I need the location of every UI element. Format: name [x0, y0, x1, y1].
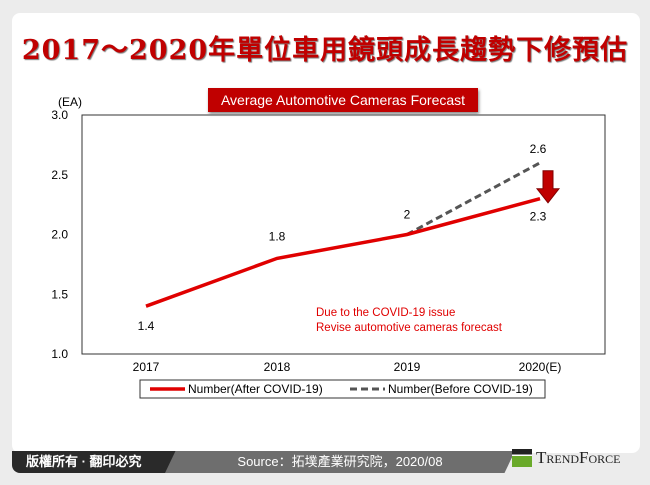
y-tick-label: 1.5 — [51, 287, 68, 301]
page-title: 2017～2020年單位車用鏡頭成長趨勢下修預估 — [21, 35, 629, 66]
annotation-text: Revise automotive cameras forecast — [316, 322, 503, 334]
down-arrow-icon — [535, 170, 561, 204]
legend-label: Number(Before COVID-19) — [388, 382, 533, 396]
x-tick-label: 2020(E) — [519, 360, 562, 374]
plot-area — [81, 114, 606, 355]
data-label: 1.8 — [269, 229, 286, 243]
trendforce-logo-icon — [512, 449, 532, 467]
annotation-text: Due to the COVID-19 issue — [316, 307, 455, 319]
logo-text: TrendForce — [536, 448, 621, 467]
y-axis-label: (EA) — [58, 95, 82, 109]
x-tick-label: 2017 — [133, 360, 160, 374]
data-label: 2.3 — [530, 210, 547, 224]
data-label: 1.4 — [138, 319, 155, 333]
legend-box — [139, 379, 546, 399]
copyright-label: 版權所有 · 翻印必究 — [12, 451, 196, 473]
series-after-covid-line — [145, 196, 541, 308]
x-tick-label: 2019 — [394, 360, 421, 374]
y-tick-label: 2.0 — [51, 228, 68, 242]
x-tick-label: 2018 — [264, 360, 291, 374]
y-tick-label: 2.5 — [51, 168, 68, 182]
chart-title: Average Automotive Cameras Forecast — [208, 88, 478, 112]
trendforce-logo: TrendForce — [512, 442, 640, 474]
data-label: 2 — [404, 208, 411, 222]
data-label: 2.6 — [530, 142, 547, 156]
series-before-covid-line — [406, 161, 541, 236]
source-label: Source：拓墣產業研究院，2020/08 — [165, 451, 515, 473]
y-tick-label: 1.0 — [51, 347, 68, 361]
y-tick-label: 3.0 — [51, 108, 68, 122]
legend-label: Number(After COVID-19) — [188, 382, 323, 396]
